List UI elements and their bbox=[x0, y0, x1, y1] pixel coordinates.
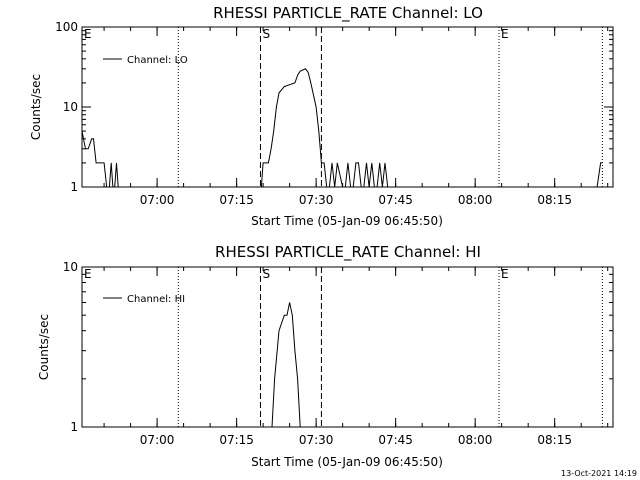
chart-title: RHESSI PARTICLE_RATE Channel: LO bbox=[213, 4, 483, 23]
x-tick-label: 07:15 bbox=[219, 433, 254, 447]
marker-label: S bbox=[262, 267, 270, 281]
marker-label: E bbox=[501, 27, 509, 41]
x-tick-label: 07:00 bbox=[140, 433, 175, 447]
axis-ticks: 07:00 07:15 07:30 07:45 08:00 08:15 1 10 100 bbox=[55, 20, 613, 207]
panel-hi: RHESSI PARTICLE_RATE Channel: HI E S E 07:… bbox=[37, 243, 614, 469]
y-tick-label: 10 bbox=[63, 100, 78, 114]
x-tick-label: 08:00 bbox=[458, 193, 493, 207]
x-tick-label: 07:00 bbox=[140, 193, 175, 207]
chart-title: RHESSI PARTICLE_RATE Channel: HI bbox=[215, 243, 481, 262]
x-tick-label: 07:45 bbox=[378, 433, 413, 447]
x-tick-label: 07:30 bbox=[299, 433, 334, 447]
x-axis-label: Start Time (05-Jan-09 06:45:50) bbox=[251, 214, 443, 228]
marker-label: S bbox=[262, 27, 270, 41]
footer-timestamp: 13-Oct-2021 14:19 bbox=[561, 469, 637, 478]
marker-label: E bbox=[84, 267, 92, 281]
plot-frame bbox=[81, 266, 614, 428]
marker-label: E bbox=[501, 267, 509, 281]
x-tick-label: 08:00 bbox=[458, 433, 493, 447]
legend-entry: Channel: HI bbox=[127, 294, 185, 305]
legend-entry: Channel: LO bbox=[127, 55, 188, 66]
series-line-lo bbox=[81, 68, 603, 188]
x-axis-label: Start Time (05-Jan-09 06:45:50) bbox=[251, 455, 443, 469]
y-axis-label: Counts/sec bbox=[37, 314, 51, 380]
y-tick-label: 1 bbox=[70, 180, 78, 194]
x-tick-label: 07:45 bbox=[378, 193, 413, 207]
axis-ticks: 07:00 07:15 07:30 07:45 08:00 08:15 1 10 bbox=[63, 260, 613, 447]
x-tick-label: 08:15 bbox=[537, 193, 572, 207]
y-tick-label: 1 bbox=[70, 420, 78, 434]
y-axis-label: Counts/sec bbox=[29, 74, 43, 140]
series-line-hi bbox=[271, 302, 301, 428]
y-tick-label: 10 bbox=[63, 260, 78, 274]
panel-lo: RHESSI PARTICLE_RATE Channel: LO E S E 07:… bbox=[29, 4, 614, 228]
x-tick-label: 07:15 bbox=[219, 193, 254, 207]
marker-label: E bbox=[84, 27, 92, 41]
y-tick-label: 100 bbox=[55, 20, 78, 34]
x-tick-label: 08:15 bbox=[537, 433, 572, 447]
x-tick-label: 07:30 bbox=[299, 193, 334, 207]
